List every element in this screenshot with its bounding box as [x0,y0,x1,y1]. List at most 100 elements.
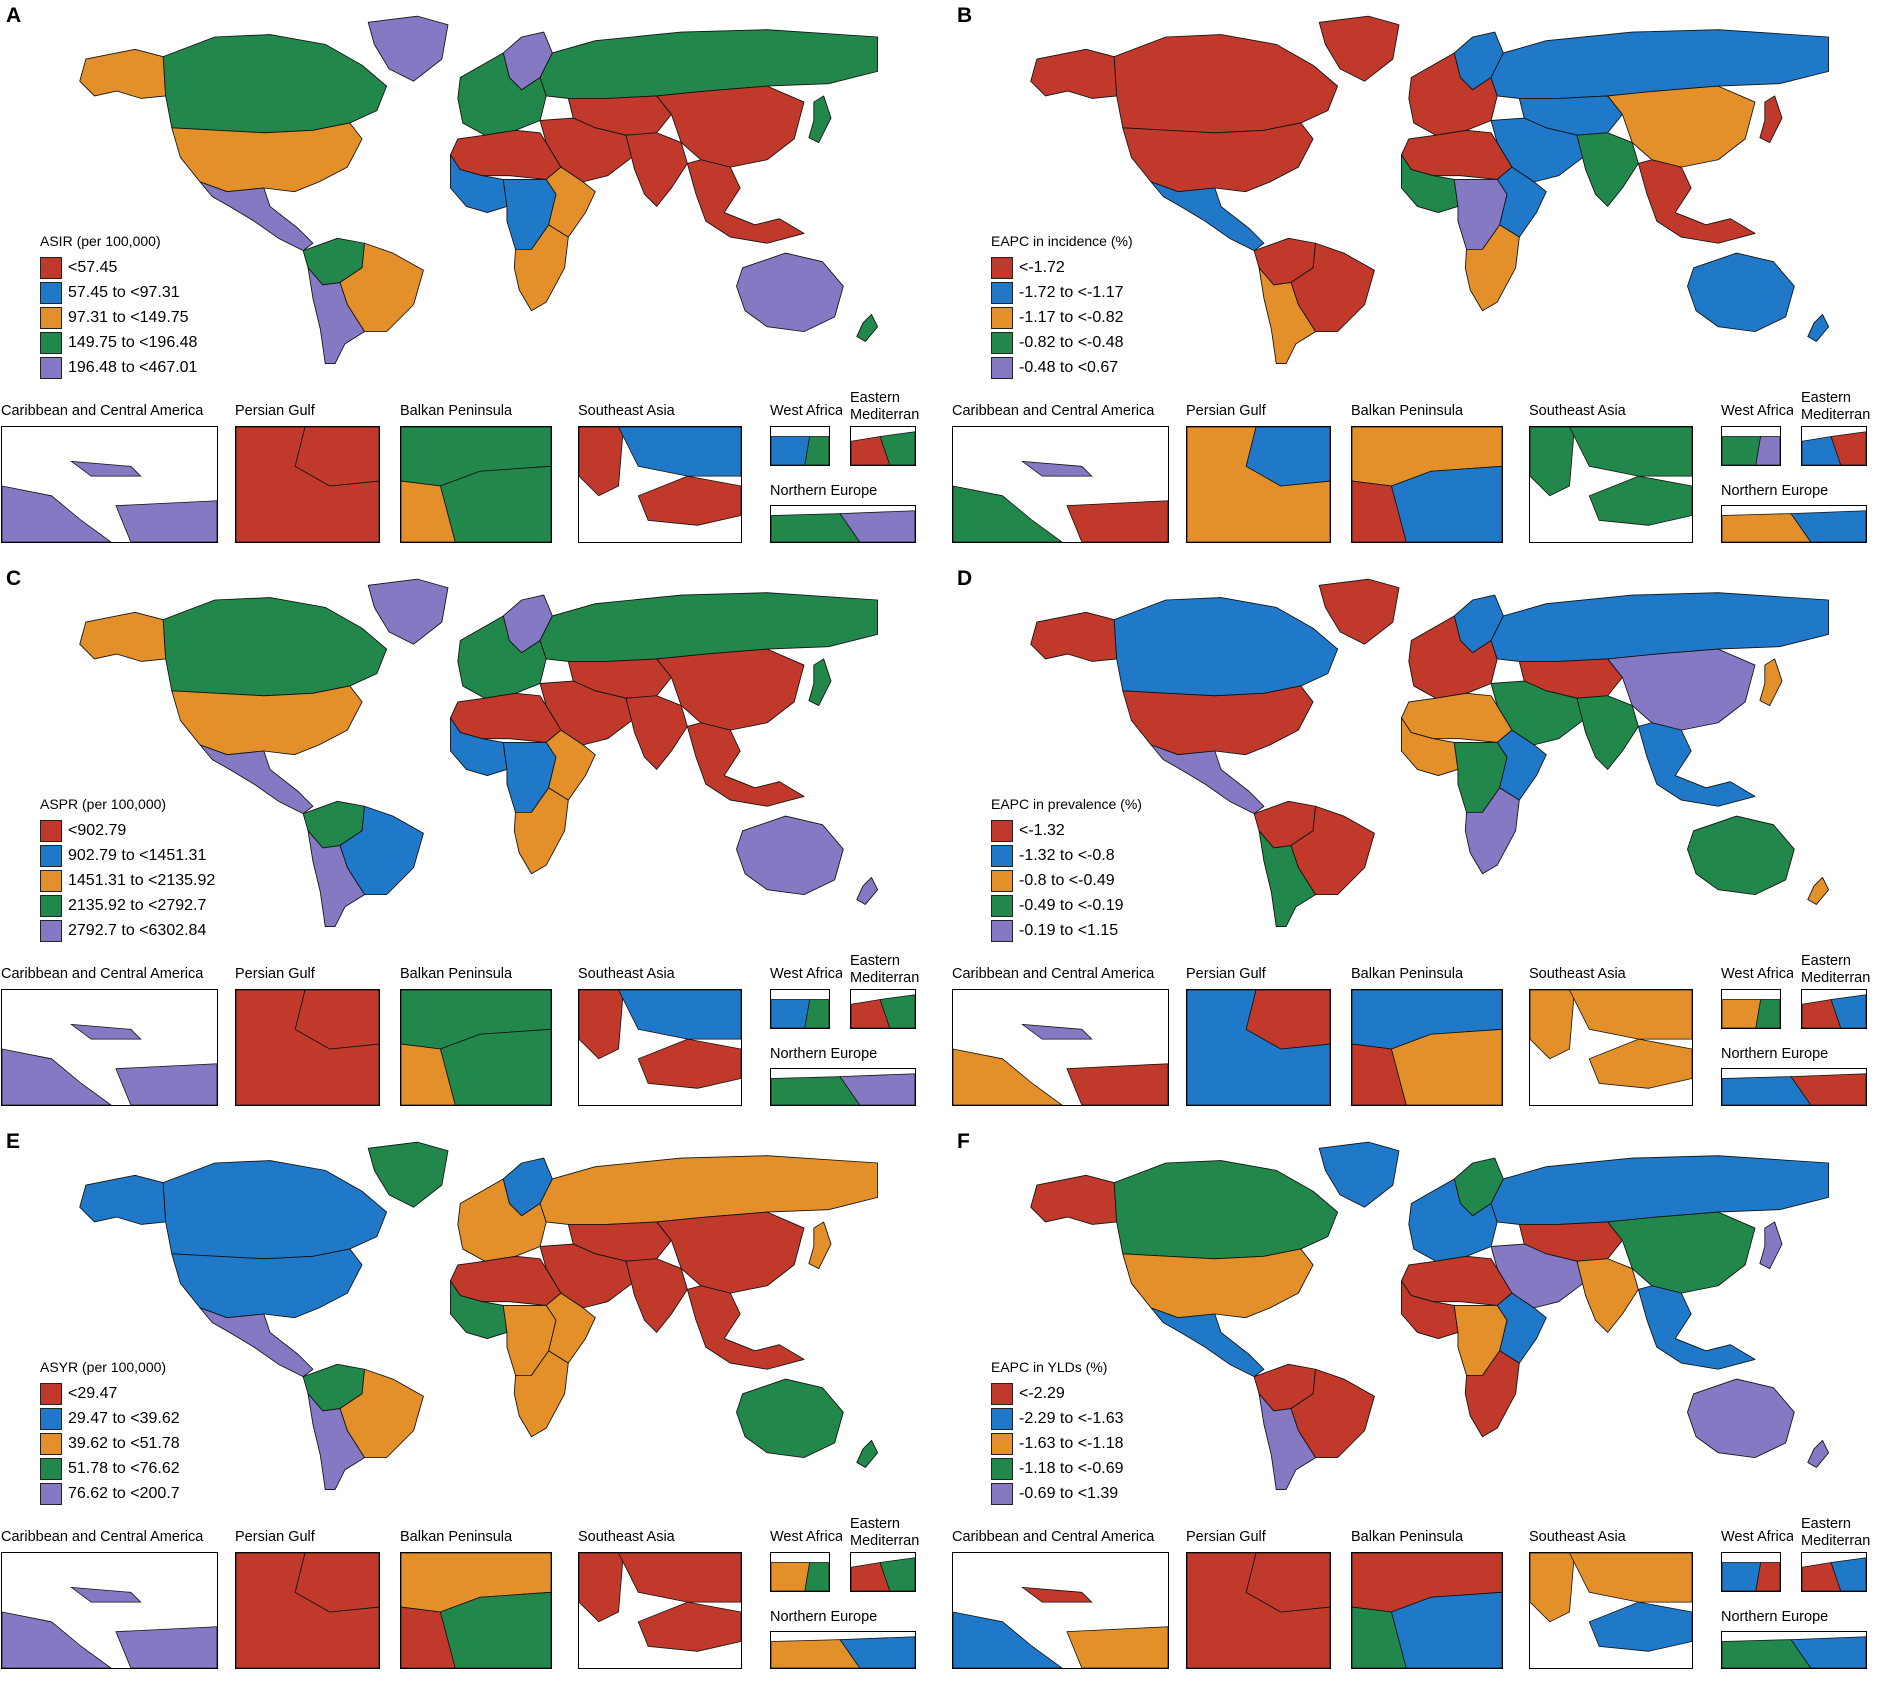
inset-map-balkan [400,1552,552,1669]
inset-title-caribbean: Caribbean and Central America [1,966,204,982]
panel-f: F EAPC in YLDs (%) <-2.29 -2.29 to <-1.63 -1… [951,1126,1902,1683]
inset-map-seasia [578,426,742,543]
region-southern-africa [513,224,569,312]
inset-map-eastmed [1801,1552,1867,1592]
region-new-zealand [1807,877,1829,905]
legend-swatch [40,894,62,917]
region-east-africa [545,729,596,801]
region-south-asia [625,132,688,207]
inset-region [70,1023,142,1040]
legend-item: <29.47 [40,1381,180,1406]
inset-region [1569,1553,1692,1603]
legend-label: 2135.92 to <2792.7 [68,896,207,914]
inset-map-northeurope [1721,1068,1867,1106]
region-southern-africa [1464,224,1520,312]
inset-title-eastmed: Eastern Mediterranean [1801,1516,1871,1549]
inset-title-westafrica: West Africa [770,1529,842,1545]
region-north-america-north [1113,597,1339,697]
inset-region [1755,999,1780,1028]
inset-region [1391,465,1502,542]
inset-region [401,1606,456,1668]
inset-title-persian: Persian Gulf [1186,403,1266,419]
inset-map-balkan [1351,989,1503,1106]
inset-map-balkan [1351,426,1503,543]
panel-letter: E [6,1130,21,1153]
inset-region [1830,431,1866,465]
legend-label: 196.48 to <467.01 [68,358,198,376]
legend-item: -1.17 to <-0.82 [991,305,1133,330]
inset-region [1790,1636,1866,1668]
legend-item: -1.72 to <-1.17 [991,280,1133,305]
legend-title: EAPC in incidence (%) [991,233,1133,249]
inset-region [440,465,551,542]
inset-region [440,1028,551,1105]
inset-region [839,510,915,542]
inset-region [1588,1038,1692,1089]
legend-swatch [40,1482,62,1505]
map-legend: ASIR (per 100,000) <57.45 57.45 to <97.31 9… [40,233,197,380]
region-southeast-asia [686,722,805,807]
legend-item: 29.47 to <39.62 [40,1406,180,1431]
region-mexico-central [199,744,314,815]
inset-map-caribbean [1,1552,218,1669]
inset-map-persian [1186,989,1331,1106]
legend-item: -1.32 to <-0.8 [991,843,1142,868]
region-southeast-asia [1637,159,1756,244]
legend-swatch [991,844,1013,867]
inset-region [1830,1557,1866,1591]
inset-title-persian: Persian Gulf [1186,1529,1266,1545]
legend-item: 149.75 to <196.48 [40,330,197,355]
legend-title: ASIR (per 100,000) [40,233,161,249]
legend-label: -0.49 to <-0.19 [1019,896,1124,914]
inset-region [804,1562,829,1591]
legend-label: 57.45 to <97.31 [68,283,180,301]
region-china [656,648,805,731]
legend-swatch [991,1432,1013,1455]
inset-region [1245,1553,1330,1613]
inset-region [2,1048,112,1105]
world-map [1030,1141,1829,1490]
legend-item: 196.48 to <467.01 [40,355,197,380]
region-japan [1759,658,1783,707]
legend-item: -0.69 to <1.39 [991,1481,1124,1506]
inset-region [294,427,379,487]
world-map [1030,15,1829,364]
inset-title-caribbean: Caribbean and Central America [952,966,1155,982]
inset-title-balkan: Balkan Peninsula [1351,1529,1464,1545]
region-north-america-north [162,34,388,134]
inset-title-northeurope: Northern Europe [770,1609,878,1625]
inset-region [1569,990,1692,1040]
inset-title-caribbean: Caribbean and Central America [952,403,1155,419]
inset-title-seasia: Southeast Asia [1529,1529,1626,1545]
inset-region [1569,427,1692,477]
panel-letter: B [957,4,973,27]
region-alaska [79,1174,167,1225]
region-greenland [367,578,449,645]
region-russia [539,592,878,662]
inset-region [1790,1073,1866,1105]
world-map [1030,578,1829,927]
legend-label: -0.19 to <1.15 [1019,921,1119,939]
legend-label: 97.31 to <149.75 [68,308,189,326]
inset-map-balkan [400,426,552,543]
region-australia [1687,252,1795,333]
inset-region [1352,1043,1407,1105]
region-south-asia [1576,132,1639,207]
region-europe-west [1408,615,1498,699]
region-china [1607,1211,1756,1294]
inset-region [1755,1562,1780,1591]
region-china [656,85,805,168]
inset-map-caribbean [952,989,1169,1106]
inset-region [1021,1586,1093,1603]
inset-title-westafrica: West Africa [1721,966,1793,982]
legend-title: ASPR (per 100,000) [40,796,167,812]
inset-region [294,1553,379,1613]
legend-label: -1.63 to <-1.18 [1019,1434,1124,1452]
legend-label: 149.75 to <196.48 [68,333,198,351]
region-japan [808,1221,832,1270]
legend-swatch [40,1432,62,1455]
legend-swatch [40,356,62,379]
inset-map-seasia [578,989,742,1106]
inset-region [115,1626,217,1668]
region-alaska [79,611,167,662]
